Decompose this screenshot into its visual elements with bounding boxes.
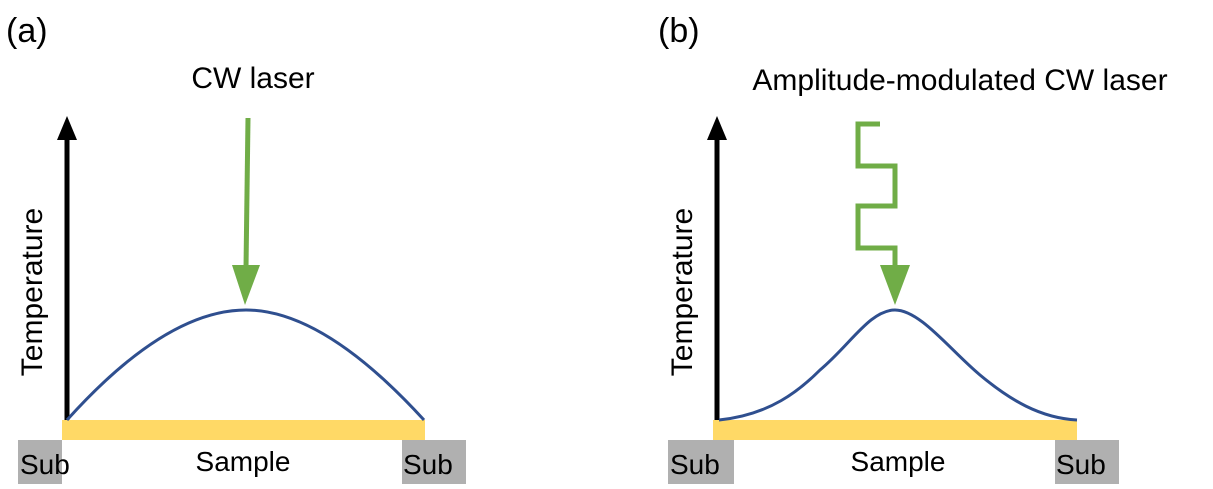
sample-label: Sample — [196, 446, 291, 477]
modulated-laser — [855, 121, 898, 268]
laser-arrowhead — [880, 265, 910, 305]
substrate — [402, 440, 466, 484]
laser-arrowhead — [232, 265, 260, 305]
laser-label: Amplitude-modulated CW laser — [752, 64, 1167, 97]
sample-bar — [62, 420, 425, 440]
sub-label: Sub — [670, 449, 720, 480]
panel-a: (a) CW laser Temperature Sub Sub Sample — [6, 12, 466, 484]
temperature-curve — [65, 308, 426, 422]
axis-arrow — [57, 116, 77, 140]
sub-label: Sub — [1056, 449, 1106, 480]
sample-bar — [713, 420, 1077, 440]
laser-arrow — [243, 117, 251, 269]
axis-label: Temperature — [16, 208, 49, 376]
substrate — [668, 440, 734, 484]
sub-label: Sub — [20, 449, 70, 480]
axis-arrow — [707, 116, 727, 140]
sample-label: Sample — [851, 446, 946, 477]
substrate — [1055, 440, 1119, 484]
axis-label: Temperature — [666, 208, 699, 376]
temperature-curve — [718, 308, 1078, 422]
laser-label: CW laser — [191, 62, 314, 95]
sub-label: Sub — [403, 449, 453, 480]
panel-label: (b) — [658, 12, 700, 50]
panel-label: (a) — [6, 12, 48, 50]
substrate — [18, 440, 62, 484]
panel-b: (b) Amplitude-modulated CW laser Tempera… — [658, 12, 1168, 484]
